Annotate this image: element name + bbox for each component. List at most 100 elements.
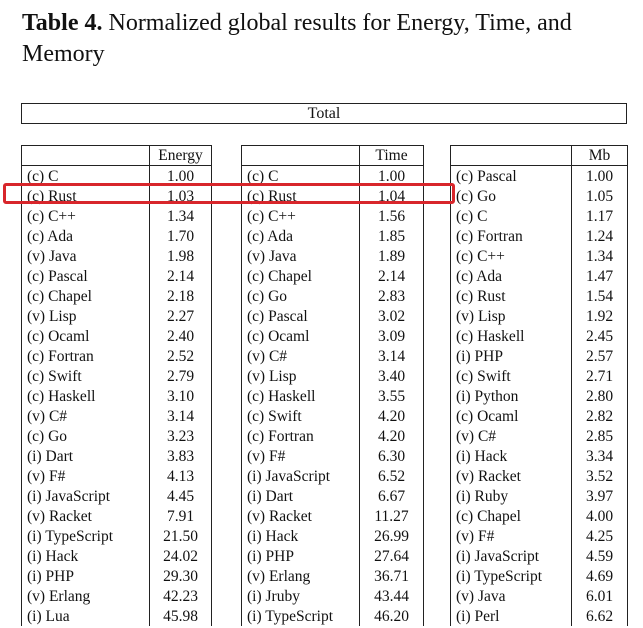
- table-caption-text: Normalized global results for Energy, Ti…: [22, 10, 572, 67]
- value-cell: 1.17: [571, 206, 628, 226]
- value-cell: 1.98: [149, 246, 212, 266]
- table-row: (c) Rust 1.54: [450, 286, 628, 306]
- language-cell: (v) Lisp: [241, 366, 360, 386]
- value-cell: 2.83: [359, 286, 424, 306]
- language-cell: (i) JavaScript: [21, 486, 150, 506]
- value-cell: 3.14: [149, 406, 212, 426]
- table-row: (i) Jruby 43.44: [241, 586, 424, 606]
- table-row: (c) Chapel 4.00: [450, 506, 628, 526]
- value-cell: 4.20: [359, 406, 424, 426]
- language-cell: (v) Lisp: [21, 306, 150, 326]
- language-cell: (c) C: [450, 206, 572, 226]
- table-row: (v) Racket 3.52: [450, 466, 628, 486]
- time-table: Time (c) C 1.00 (c) Rust 1.04 (c) C++ 1.56 (c)…: [241, 145, 424, 626]
- table-row: (c) Swift 4.20: [241, 406, 424, 426]
- language-cell: (c) Go: [241, 286, 360, 306]
- table-row: (v) Racket 11.27: [241, 506, 424, 526]
- table-row: (c) Ocaml 3.09: [241, 326, 424, 346]
- language-cell: (c) C++: [450, 246, 572, 266]
- value-cell: 4.00: [571, 506, 628, 526]
- language-cell: (i) Ruby: [450, 486, 572, 506]
- value-cell: 2.27: [149, 306, 212, 326]
- table-row: (i) TypeScript 21.50: [21, 526, 212, 546]
- memory-column-header: Mb: [571, 145, 628, 166]
- language-cell: (c) Pascal: [450, 165, 572, 186]
- language-cell: (c) Swift: [21, 366, 150, 386]
- value-cell: 2.82: [571, 406, 628, 426]
- language-cell: (i) Hack: [21, 546, 150, 566]
- value-cell: 26.99: [359, 526, 424, 546]
- table-row: (v) Erlang 42.23: [21, 586, 212, 606]
- value-cell: 2.57: [571, 346, 628, 366]
- table-header-row: Mb: [450, 145, 628, 166]
- value-cell: 3.55: [359, 386, 424, 406]
- table-row: (v) C# 3.14: [21, 406, 212, 426]
- language-cell: (c) Swift: [241, 406, 360, 426]
- value-cell: 4.69: [571, 566, 628, 586]
- language-cell: (c) Fortran: [241, 426, 360, 446]
- language-cell: (i) Jruby: [241, 586, 360, 606]
- language-cell: (c) Swift: [450, 366, 572, 386]
- language-cell: (v) Java: [241, 246, 360, 266]
- language-cell: (c) Haskell: [241, 386, 360, 406]
- language-cell: (v) Erlang: [241, 566, 360, 586]
- language-cell: (v) C#: [21, 406, 150, 426]
- language-cell: (c) Haskell: [21, 386, 150, 406]
- language-column-header: [450, 145, 572, 166]
- table-row: (i) Dart 6.67: [241, 486, 424, 506]
- table-row: (i) PHP 27.64: [241, 546, 424, 566]
- energy-table: Energy (c) C 1.00 (c) Rust 1.03 (c) C++ 1.34(…: [21, 145, 212, 626]
- language-cell: (c) Ada: [21, 226, 150, 246]
- value-cell: 1.24: [571, 226, 628, 246]
- table-row: (v) Java 1.89: [241, 246, 424, 266]
- value-cell: 1.00: [359, 165, 424, 186]
- table-row: (c) C++ 1.34: [21, 206, 212, 226]
- language-cell: (i) PHP: [21, 566, 150, 586]
- value-cell: 1.92: [571, 306, 628, 326]
- table-row: (c) C++ 1.56: [241, 206, 424, 226]
- table-row: (c) C++ 1.34: [450, 246, 628, 266]
- table-row: (c) Haskell 2.45: [450, 326, 628, 346]
- table-row: (i) Dart 3.83: [21, 446, 212, 466]
- language-cell: (c) Ocaml: [450, 406, 572, 426]
- value-cell: 4.25: [571, 526, 628, 546]
- table-row: (c) Chapel 2.18: [21, 286, 212, 306]
- language-cell: (v) C#: [450, 426, 572, 446]
- value-cell: 1.47: [571, 266, 628, 286]
- value-cell: 6.62: [571, 606, 628, 626]
- language-cell: (c) Ocaml: [241, 326, 360, 346]
- language-cell: (v) Erlang: [21, 586, 150, 606]
- value-cell: 2.79: [149, 366, 212, 386]
- table-row: (v) C# 2.85: [450, 426, 628, 446]
- energy-column-header: Energy: [149, 145, 212, 166]
- value-cell: 2.14: [359, 266, 424, 286]
- time-column-header: Time: [359, 145, 424, 166]
- language-cell: (v) C#: [241, 346, 360, 366]
- language-cell: (i) Hack: [450, 446, 572, 466]
- table-row: (c) Swift 2.79: [21, 366, 212, 386]
- value-cell: 1.05: [571, 186, 628, 206]
- table-row: (v) Erlang 36.71: [241, 566, 424, 586]
- language-cell: (c) Chapel: [21, 286, 150, 306]
- language-cell: (c) Chapel: [241, 266, 360, 286]
- language-cell: (c) Ocaml: [21, 326, 150, 346]
- language-cell: (v) Java: [450, 586, 572, 606]
- table-row: (c) Ada 1.70: [21, 226, 212, 246]
- language-cell: (v) F#: [241, 446, 360, 466]
- value-cell: 3.52: [571, 466, 628, 486]
- value-cell: 1.85: [359, 226, 424, 246]
- value-cell: 1.34: [149, 206, 212, 226]
- value-cell: 42.23: [149, 586, 212, 606]
- value-cell: 1.89: [359, 246, 424, 266]
- total-header: Total: [21, 103, 627, 124]
- table-row: (i) TypeScript 4.69: [450, 566, 628, 586]
- table-row: (c) C 1.17: [450, 206, 628, 226]
- table-row: (v) Lisp 3.40: [241, 366, 424, 386]
- value-cell: 3.97: [571, 486, 628, 506]
- table-row: (i) PHP 2.57: [450, 346, 628, 366]
- table-row: (i) Hack 26.99: [241, 526, 424, 546]
- table-header-row: Energy: [21, 145, 212, 166]
- value-cell: 4.20: [359, 426, 424, 446]
- table-row: (i) PHP 29.30: [21, 566, 212, 586]
- language-cell: (i) Dart: [241, 486, 360, 506]
